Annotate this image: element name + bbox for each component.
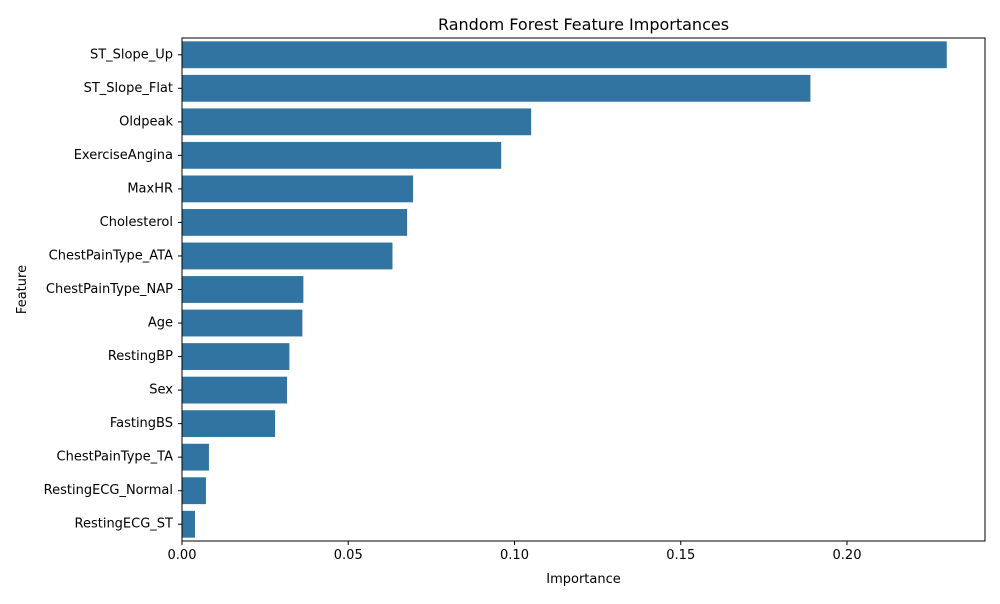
bar-ST_Slope_Flat xyxy=(182,74,811,102)
plot-frame xyxy=(181,37,986,542)
bar-ExerciseAngina xyxy=(182,141,502,169)
x-axis-label: Importance xyxy=(546,572,621,587)
bar-Sex xyxy=(182,376,288,404)
y-axis: ST_Slope_Up ST_Slope_Flat Oldpeak ExerciseA… xyxy=(44,47,182,532)
y-tick-label: ST_Slope_Flat xyxy=(84,81,173,96)
x-tick-label: 0.00 xyxy=(168,548,197,563)
x-tick-label: 0.20 xyxy=(833,548,862,563)
y-tick-label: ChestPainType_ATA xyxy=(49,248,173,263)
x-tick-label: 0.10 xyxy=(500,548,529,563)
bar-ChestPainType_TA xyxy=(182,443,209,471)
bar-ST_Slope_Up xyxy=(182,41,947,69)
bar-Age xyxy=(182,309,303,337)
y-tick-label: RestingBP xyxy=(108,349,173,364)
y-tick-label: ChestPainType_TA xyxy=(57,450,174,465)
y-tick-label: ExerciseAngina xyxy=(74,148,173,163)
bar-RestingECG_Normal xyxy=(182,477,206,505)
bar-RestingBP xyxy=(182,343,290,370)
x-tick-label: 0.05 xyxy=(334,548,363,563)
y-tick-label: Age xyxy=(148,316,173,331)
y-tick-label: Cholesterol xyxy=(100,215,173,230)
bar-Oldpeak xyxy=(182,108,532,136)
bars-layer xyxy=(182,41,947,538)
x-axis: 0.00 0.05 0.10 0.15 0.20 xyxy=(168,541,862,563)
bar-FastingBS xyxy=(182,410,276,438)
y-tick-label: RestingECG_Normal xyxy=(44,483,173,498)
bar-Cholesterol xyxy=(182,209,408,236)
y-axis-label: Feature xyxy=(15,265,30,314)
x-tick-label: 0.15 xyxy=(666,548,695,563)
bar-ChestPainType_NAP xyxy=(182,276,304,303)
y-tick-label: RestingECG_ST xyxy=(75,517,174,532)
chart-title: Random Forest Feature Importances xyxy=(438,15,729,34)
y-tick-label: MaxHR xyxy=(127,181,173,196)
bar-ChestPainType_ATA xyxy=(182,242,393,270)
y-tick-label: ST_Slope_Up xyxy=(90,47,173,62)
y-tick-label: FastingBS xyxy=(110,416,173,431)
y-tick-label: Sex xyxy=(149,383,173,398)
y-tick-label: Oldpeak xyxy=(119,114,173,129)
bar-MaxHR xyxy=(182,175,414,203)
bar-RestingECG_ST xyxy=(182,510,195,538)
y-tick-label: ChestPainType_NAP xyxy=(46,282,173,297)
